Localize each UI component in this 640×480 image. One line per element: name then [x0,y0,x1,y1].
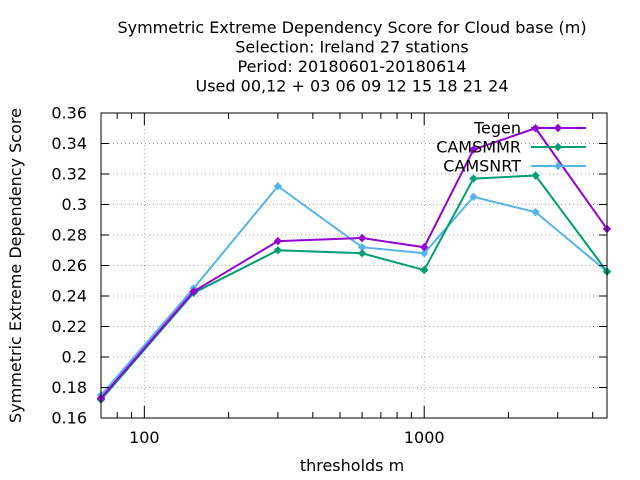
y-axis-label: Symmetric Extreme Dependency Score [6,108,25,423]
y-tick-label: 0.18 [51,378,87,397]
legend-label: CAMSMMR [436,138,521,157]
data-point [273,237,282,246]
data-point [531,171,540,180]
y-tick-label: 0.3 [62,195,87,214]
data-point [469,192,478,201]
data-point [273,182,282,191]
y-tick-label: 0.34 [51,134,87,153]
title-line: Period: 20180601-20180614 [237,57,466,76]
title-line: Symmetric Extreme Dependency Score for C… [117,18,586,37]
title-line: Used 00,12 + 03 06 09 12 15 18 21 24 [196,77,509,96]
y-tick-label: 0.28 [51,226,87,245]
y-tick-label: 0.2 [62,348,87,367]
legend-marker [554,143,562,151]
series-line [100,174,608,401]
x-axis-label: thresholds m [300,456,404,475]
series-camsnrt [97,182,611,400]
data-point [358,249,367,258]
series-camsmmr [97,171,611,404]
y-tick-label: 0.24 [51,287,87,306]
data-point [420,243,429,252]
series-line [100,127,608,399]
data-point [189,287,198,296]
y-tick-label: 0.16 [51,409,87,428]
legend-marker [554,162,562,170]
data-point [358,234,367,243]
data-point [420,266,429,275]
y-tick-label: 0.32 [51,165,87,184]
x-tick-label: 100 [129,428,160,447]
y-tick-label: 0.26 [51,256,87,275]
data-point [273,246,282,255]
series-line [100,185,608,396]
legend-marker [554,124,562,132]
y-tick-label: 0.36 [51,104,87,123]
data-point [469,174,478,183]
data-point [469,145,478,154]
data-point [531,208,540,217]
chart-title: Symmetric Extreme Dependency Score for C… [117,18,586,96]
y-tick-label: 0.22 [51,317,87,336]
title-line: Selection: Ireland 27 stations [235,38,468,57]
grid [101,112,607,419]
legend-label: CAMSNRT [443,157,521,176]
axis-ticks: 0.16 0.18 0.2 0.22 0.24 0.26 0.28 0.3 0.32 0.34 0.… [51,104,607,447]
x-tick-label: 1000 [404,428,445,447]
legend-label: Tegen [473,119,521,138]
